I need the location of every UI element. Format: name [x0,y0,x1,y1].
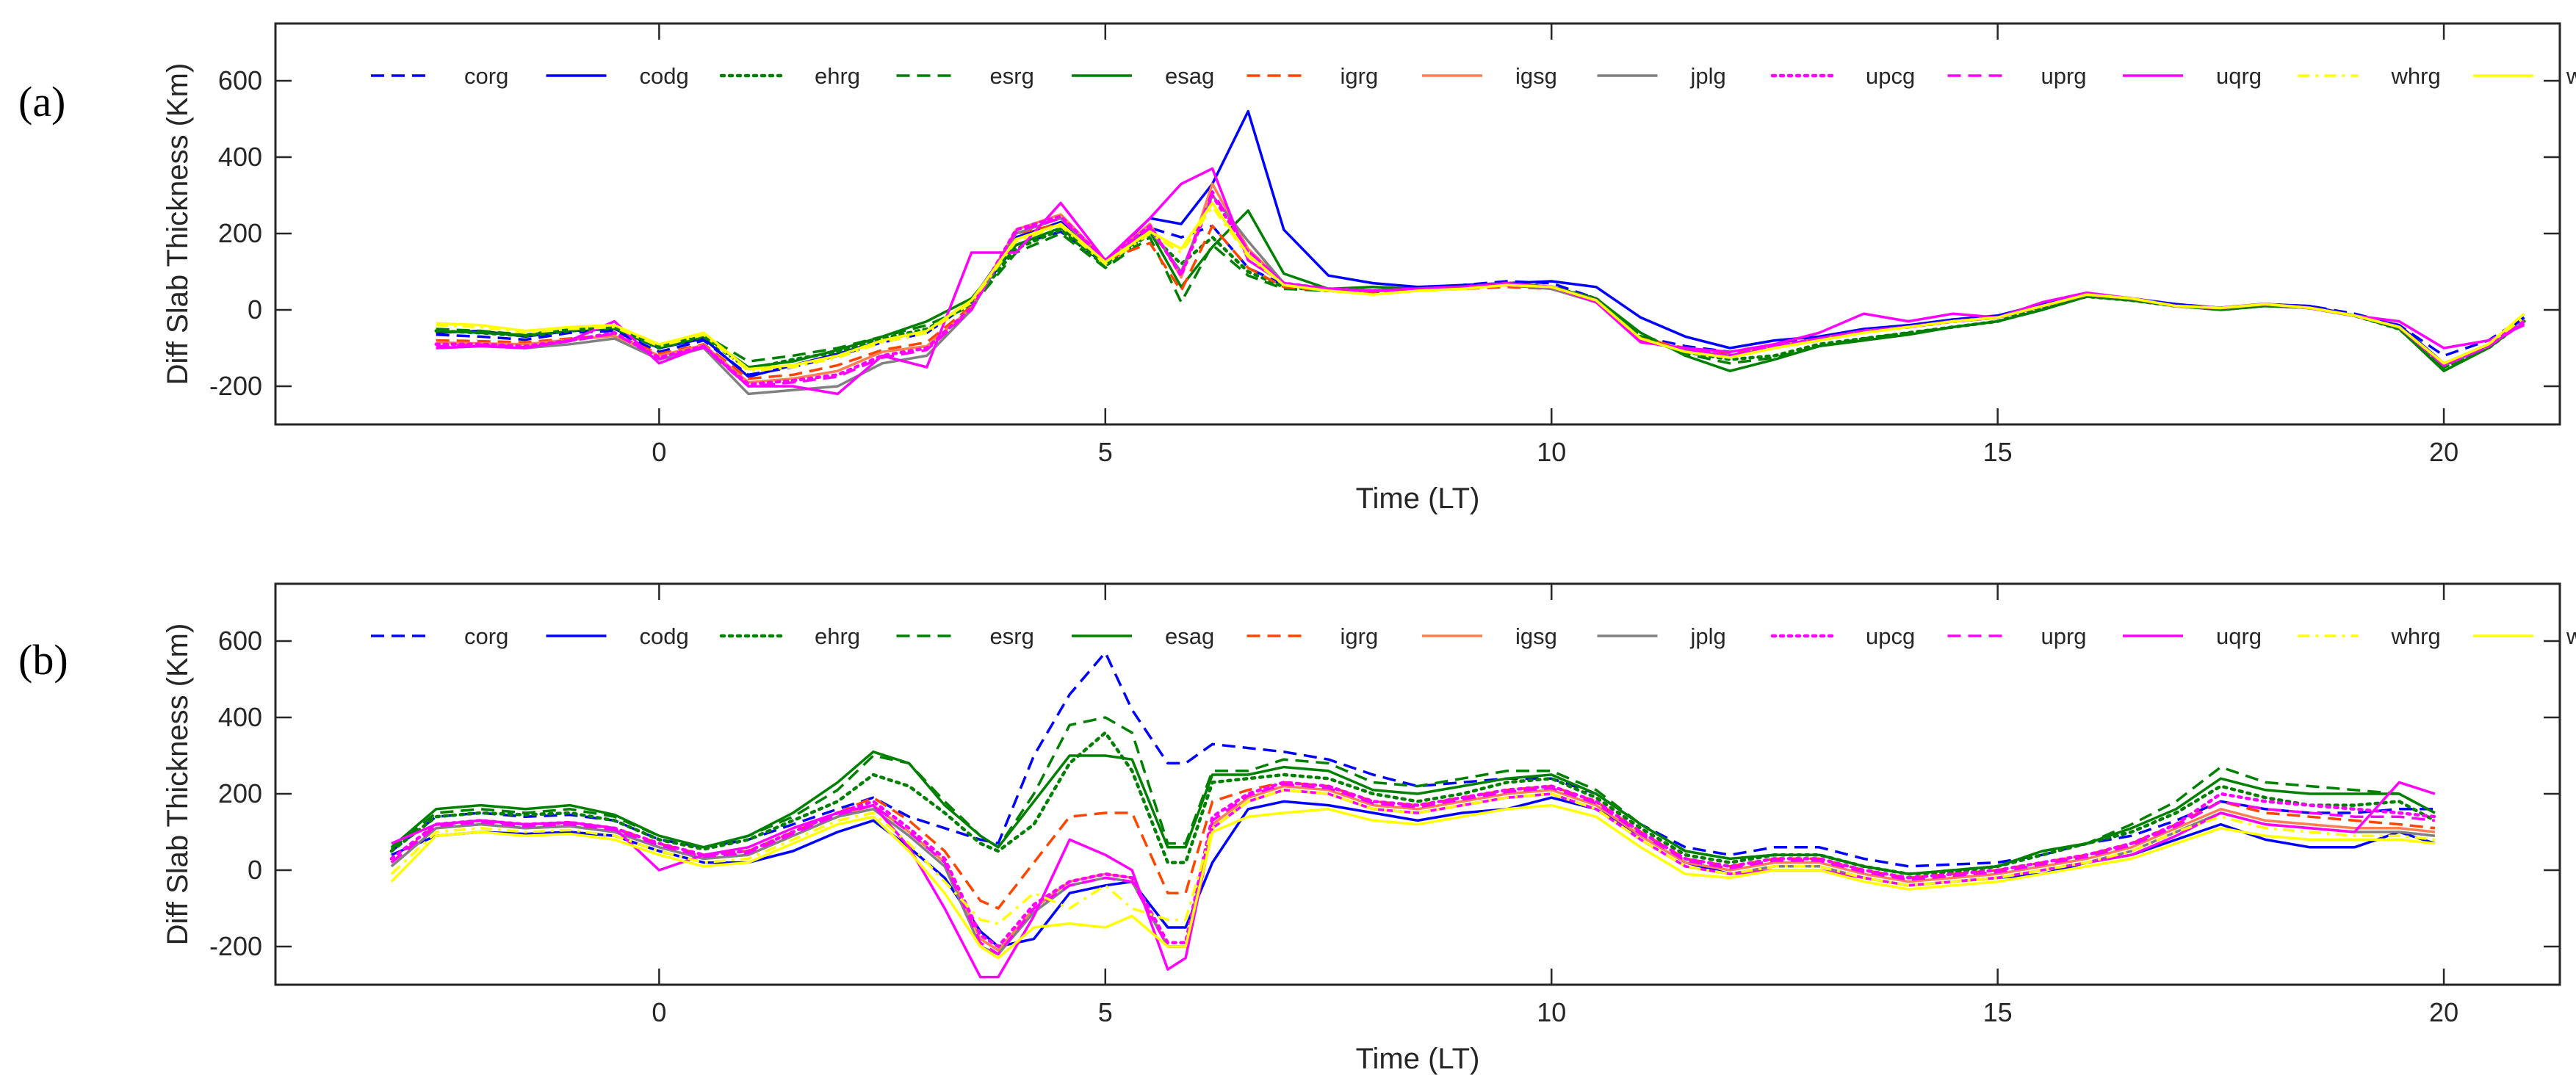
panel-b-x-tick-label: 5 [1098,997,1113,1027]
panel-letter-a: (a) [18,78,65,126]
panel-b-x-tick-label: 20 [2429,997,2458,1027]
panel-b-x-tick-label: 10 [1537,997,1566,1027]
panel-a-series-esrg [436,232,2525,371]
panel-a-y-axis-label: Diff Slab Thickness (Km) [162,63,194,386]
panel-a-legend-label-uprg: uprg [2041,63,2087,89]
panel-a-y-axis: -200 0 200 400 600 [209,65,2560,401]
panel-a-legend-label-igrg: igrg [1341,63,1379,89]
panel-b-series-esag [390,750,2436,875]
panel-b-x-axis: 0 5 10 15 20 [652,584,2458,1027]
panel-a-x-tick-label: 15 [1983,437,2013,467]
panel-b-legend-label-igrg: igrg [1341,623,1379,649]
panel-b-y-tick-label: 600 [218,626,262,656]
panel-a-legend-label-corg: corg [464,63,508,89]
panel-b-x-axis-label: Time (LT) [1356,1043,1480,1075]
panel-a-chart: (a) -200 0 200 400 600 0 5 10 15 20 corg codg ehrg… [18,22,2576,515]
panel-a-x-tick-label: 5 [1098,437,1113,467]
panel-b-series-uqrg [391,781,2436,979]
panel-a-legend-label-upcg: upcg [1866,63,1915,89]
panel-b-legend-label-uqrg: uqrg [2216,623,2262,649]
panel-b-legend-label-ehrg: ehrg [815,623,860,649]
panel-b-series-lines [389,651,2437,979]
panel-b-legend-label-esrg: esrg [990,623,1034,649]
panel-b-legend-label-jplg: jplg [1690,623,1726,649]
panel-b-legend-label-uprg: uprg [2041,623,2087,649]
panel-a-legend: corg codg ehrg esrg esag igrg igsg jplg upcg uprg… [371,63,2576,89]
panel-a-legend-label-whrg: whrg [2391,63,2441,89]
panel-letter-b: (b) [18,636,68,684]
panel-a-legend-label-esrg: esrg [990,63,1034,89]
panel-b-series-uprg [390,783,2436,956]
panel-a-y-tick-label: -200 [209,371,262,401]
panel-a-legend-label-ehrg: ehrg [815,63,860,89]
panel-a-x-axis-label: Time (LT) [1356,482,1480,515]
panel-a-x-tick-label: 0 [652,437,666,467]
panel-b-series-corg [390,651,2435,868]
panel-a-legend-label-igsg: igsg [1515,63,1557,89]
panel-b-series-whug [390,803,2436,960]
panel-a-legend-label-codg: codg [640,63,689,89]
panel-b-legend: corg codg ehrg esrg esag igrg igsg jplg upcg uprg… [371,623,2576,649]
panel-a-series-lines [434,109,2526,396]
panel-b-legend-label-whug: whug [2566,623,2576,649]
panel-b-legend-label-igsg: igsg [1515,623,1557,649]
panel-a-y-tick-label: 600 [218,65,262,95]
panel-b-legend-label-upcg: upcg [1866,623,1915,649]
panel-b-y-tick-label: 200 [218,778,262,808]
panel-a-legend-label-jplg: jplg [1690,63,1726,89]
panel-b-legend-label-codg: codg [640,623,689,649]
panel-a-legend-label-esag: esag [1165,63,1214,89]
panel-b-plot-box [274,582,2561,986]
panel-b-y-axis: -200 0 200 400 600 [209,626,2560,961]
panel-a-series-uprg [436,190,2525,388]
panel-a-x-tick-label: 10 [1537,437,1566,467]
panel-b-legend-label-whrg: whrg [2391,623,2441,649]
panel-b-y-tick-label: 400 [218,702,262,732]
panel-a-legend-label-uqrg: uqrg [2216,63,2262,89]
panel-b-x-tick-label: 0 [652,997,666,1027]
panel-a-series-whug [436,201,2525,371]
panel-b-series-ehrg [389,731,2437,876]
panel-a-y-tick-label: 0 [248,294,262,325]
panel-a-x-axis: 0 5 10 15 20 [652,23,2458,467]
panel-b-series-upcg [389,781,2437,949]
panel-b-chart: (b) -200 0 200 400 600 0 5 10 15 20 corg codg ehrg… [18,582,2576,1075]
panel-b-legend-label-esag: esag [1165,623,1214,649]
panel-a-legend-label-whug: whug [2566,63,2576,89]
panel-a-x-tick-label: 20 [2429,437,2458,467]
panel-b-y-axis-label: Diff Slab Thickness (Km) [162,623,194,946]
panel-b-legend-label-corg: corg [464,623,508,649]
panel-a-y-tick-label: 200 [218,218,262,248]
panel-b-x-tick-label: 15 [1983,997,2013,1027]
panel-b-y-tick-label: 0 [248,855,262,885]
panel-a-y-tick-label: 400 [218,142,262,172]
panel-b-y-tick-label: -200 [209,931,262,961]
